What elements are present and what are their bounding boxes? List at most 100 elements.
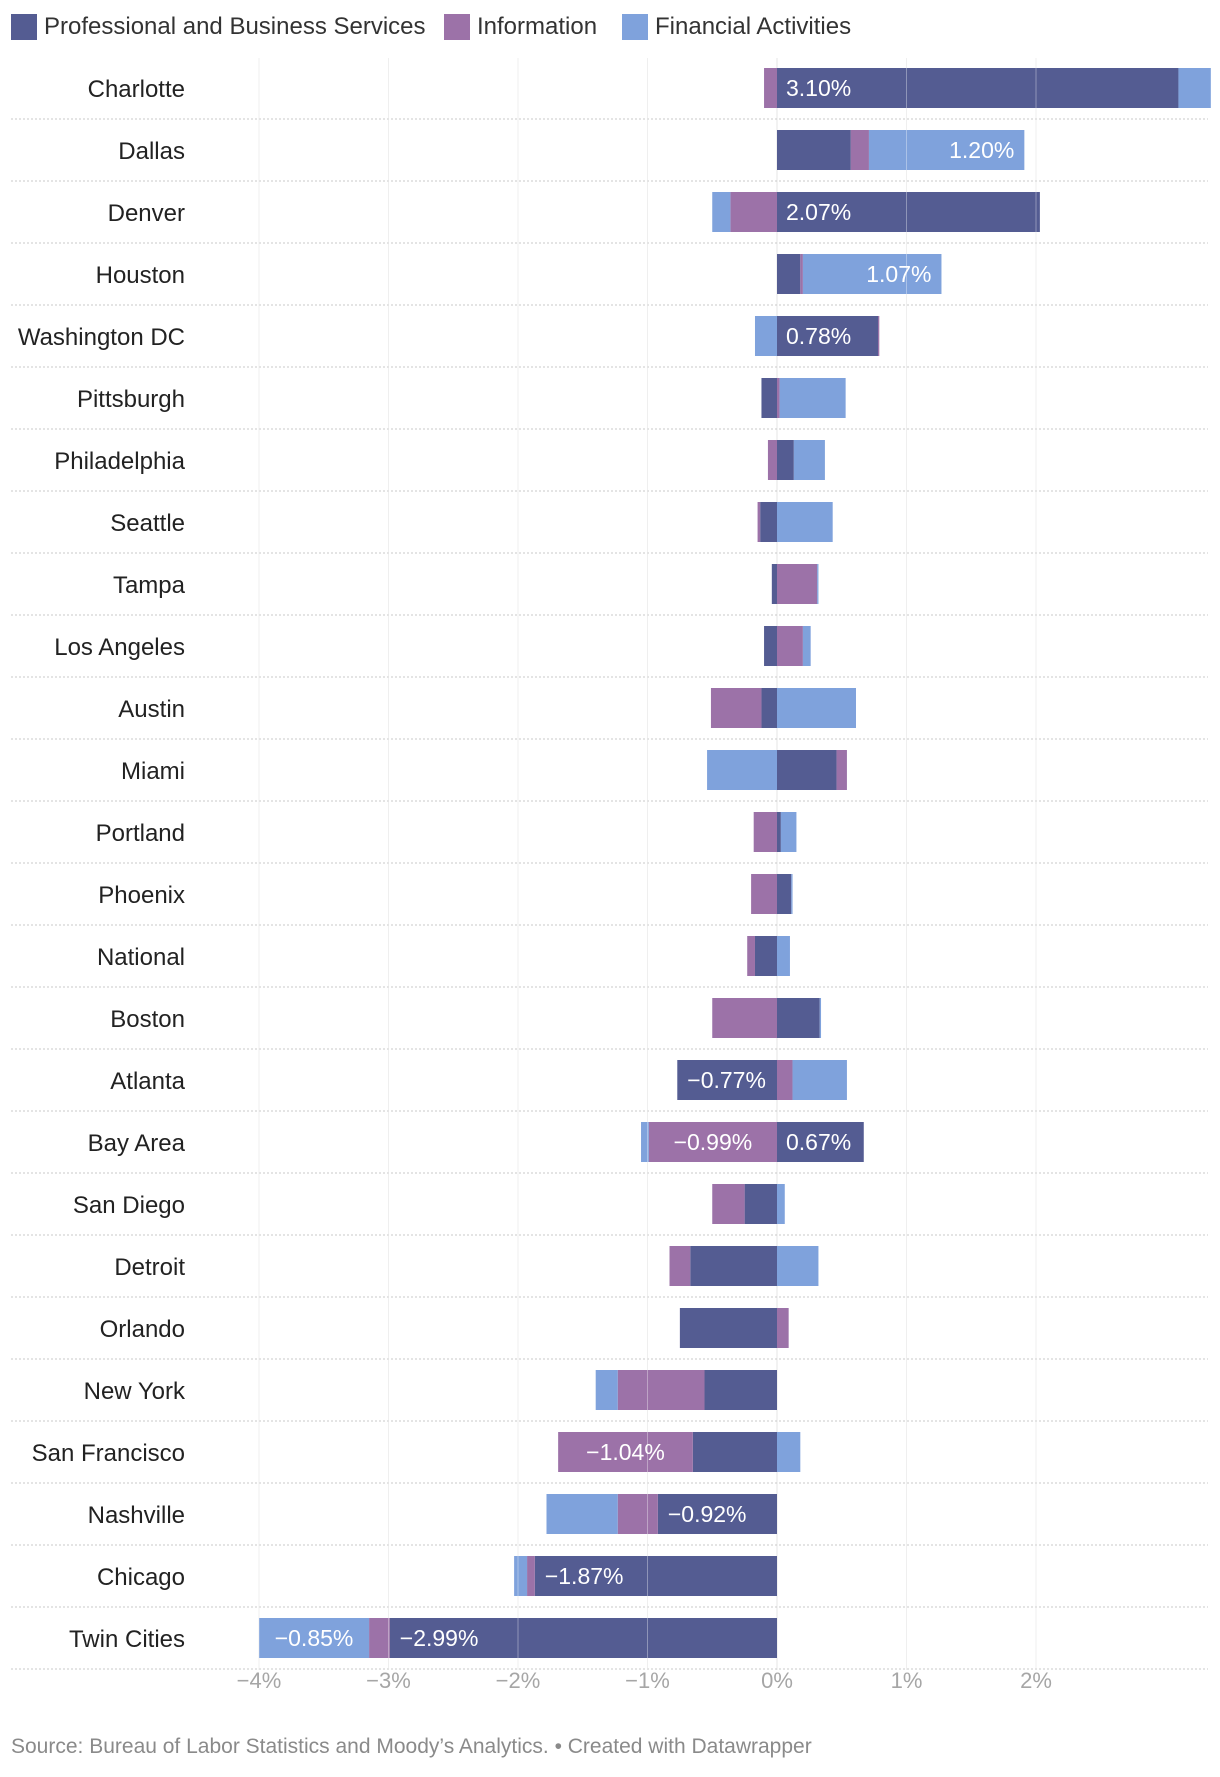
x-tick-label: −4% xyxy=(237,1668,282,1693)
bar-professional-and-business-services xyxy=(534,1556,777,1596)
bar-information xyxy=(712,1184,745,1224)
row-label: Boston xyxy=(110,1006,185,1033)
data-label: 1.07% xyxy=(866,261,931,287)
bar-financial-activities xyxy=(802,254,942,294)
bar-information xyxy=(747,936,755,976)
data-label: 2.07% xyxy=(786,199,851,225)
row-austin: Austin xyxy=(11,688,1208,740)
row-label: Tampa xyxy=(113,572,186,599)
bar-information xyxy=(777,564,818,604)
bar-information xyxy=(369,1618,390,1658)
bar-professional-and-business-services xyxy=(777,68,1179,108)
row-charlotte: Charlotte 3.10% xyxy=(11,68,1211,120)
bar-information xyxy=(777,1308,789,1348)
row-label: Houston xyxy=(96,262,185,289)
bar-financial-activities xyxy=(777,1246,819,1286)
row-label: National xyxy=(97,944,185,971)
row-orlando: Orlando xyxy=(11,1308,1208,1360)
bar-information xyxy=(777,1060,793,1100)
bar-professional-and-business-services xyxy=(657,1494,777,1534)
row-bay-area: Bay Area 0.67% −0.99% xyxy=(11,1122,1208,1174)
row-label: Dallas xyxy=(118,138,185,165)
bar-financial-activities xyxy=(546,1494,618,1534)
data-label: 0.78% xyxy=(786,323,851,349)
bar-professional-and-business-services xyxy=(777,316,879,356)
bar-information xyxy=(777,626,803,666)
bar-information xyxy=(558,1432,693,1472)
bar-financial-activities xyxy=(779,378,846,418)
bar-financial-activities xyxy=(817,564,819,604)
bar-financial-activities xyxy=(802,626,811,666)
data-label: −0.77% xyxy=(687,1067,766,1093)
chart-rows: Charlotte 3.10% Dallas 1.20% Denver 2.07% Hous… xyxy=(11,68,1211,1670)
row-san-francisco: San Francisco −1.04% xyxy=(11,1432,1208,1484)
row-label: Bay Area xyxy=(88,1130,186,1157)
bar-financial-activities xyxy=(819,998,822,1038)
bar-information xyxy=(617,1370,705,1410)
row-atlanta: Atlanta −0.77% xyxy=(11,1060,1208,1112)
bar-financial-activities xyxy=(777,688,856,728)
row-label: San Diego xyxy=(73,1192,185,1219)
bar-information xyxy=(836,750,847,790)
bar-information xyxy=(878,316,880,356)
row-national: National xyxy=(11,936,1208,988)
legend-label: Professional and Business Services xyxy=(44,13,426,40)
legend-label: Financial Activities xyxy=(655,13,851,40)
bar-professional-and-business-services xyxy=(777,750,837,790)
x-tick-label: −1% xyxy=(625,1668,670,1693)
row-label: Denver xyxy=(108,200,185,227)
bar-financial-activities xyxy=(1178,68,1211,108)
bar-professional-and-business-services xyxy=(679,1308,777,1348)
bar-financial-activities xyxy=(777,1432,801,1472)
row-detroit: Detroit xyxy=(11,1246,1208,1298)
row-label: San Francisco xyxy=(32,1440,185,1467)
row-philadelphia: Philadelphia xyxy=(11,440,1208,492)
data-label: 3.10% xyxy=(786,75,851,101)
data-label: −1.87% xyxy=(545,1563,624,1589)
bar-professional-and-business-services xyxy=(777,812,781,852)
bar-professional-and-business-services xyxy=(744,1184,777,1224)
bar-financial-activities xyxy=(780,812,797,852)
row-label: Charlotte xyxy=(88,76,185,103)
bar-information xyxy=(730,192,777,232)
bar-information xyxy=(850,130,869,170)
bar-financial-activities xyxy=(777,1184,785,1224)
bar-professional-and-business-services xyxy=(704,1370,777,1410)
row-phoenix: Phoenix xyxy=(11,874,1208,926)
bar-financial-activities xyxy=(641,1122,649,1162)
bar-professional-and-business-services xyxy=(771,564,777,604)
bar-information xyxy=(617,1494,658,1534)
legend-label: Information xyxy=(477,13,597,40)
bar-financial-activities xyxy=(707,750,777,790)
x-tick-label: −3% xyxy=(366,1668,411,1693)
row-label: Philadelphia xyxy=(54,448,185,475)
bar-financial-activities xyxy=(712,192,731,232)
row-twin-cities: Twin Cities −2.99% −0.85% xyxy=(11,1618,1208,1670)
bar-professional-and-business-services xyxy=(754,936,777,976)
row-label: New York xyxy=(84,1378,186,1405)
legend-swatch xyxy=(444,14,470,40)
row-nashville: Nashville −0.92% xyxy=(11,1494,1208,1546)
legend-item-financial-activities: Financial Activities xyxy=(622,13,851,40)
x-tick-label: −2% xyxy=(496,1668,541,1693)
x-tick-label: 0% xyxy=(761,1668,793,1693)
row-label: Atlanta xyxy=(110,1068,185,1095)
bar-financial-activities xyxy=(595,1370,618,1410)
bar-professional-and-business-services xyxy=(389,1618,777,1658)
bar-professional-and-business-services xyxy=(777,998,820,1038)
row-label: Los Angeles xyxy=(54,634,185,661)
row-houston: Houston 1.07% xyxy=(11,254,1208,306)
data-label: −2.99% xyxy=(400,1625,479,1651)
data-label: −0.85% xyxy=(275,1625,354,1651)
row-denver: Denver 2.07% xyxy=(11,192,1208,244)
row-washington-dc: Washington DC 0.78% xyxy=(11,316,1208,368)
bar-professional-and-business-services xyxy=(677,1060,777,1100)
data-label: −1.04% xyxy=(586,1439,665,1465)
row-san-diego: San Diego xyxy=(11,1184,1208,1236)
bar-information xyxy=(648,1122,777,1162)
legend-swatch xyxy=(11,14,37,40)
bar-professional-and-business-services xyxy=(760,502,777,542)
bar-financial-activities xyxy=(868,130,1025,170)
bar-information xyxy=(757,502,761,542)
bar-professional-and-business-services xyxy=(690,1246,777,1286)
